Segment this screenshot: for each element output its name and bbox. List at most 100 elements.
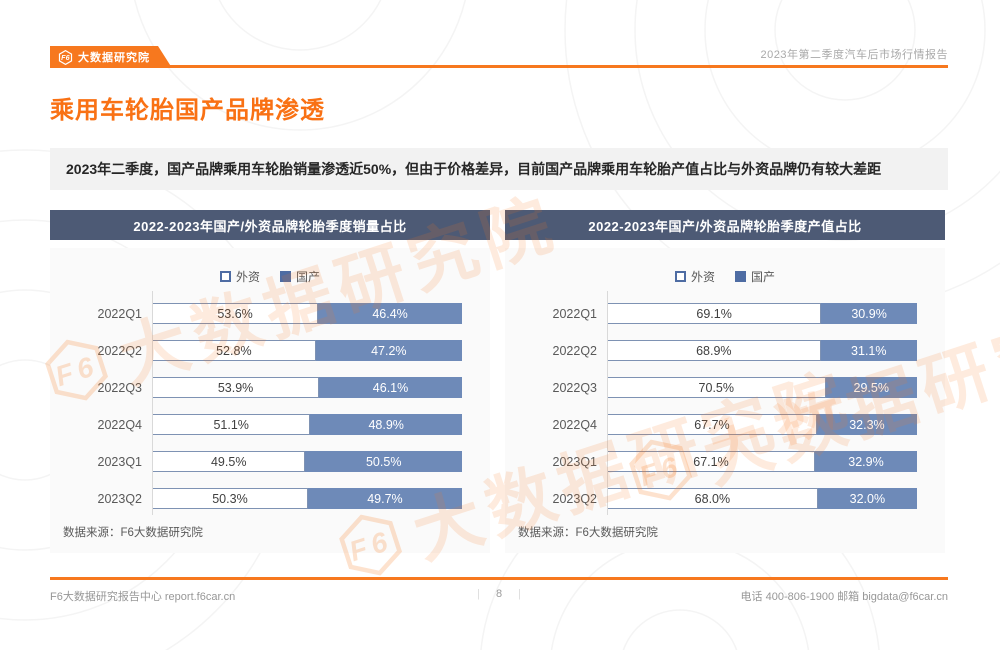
stacked-bar: 70.5% 29.5% — [607, 377, 917, 398]
bar-segment-国产: 32.3% — [816, 414, 917, 435]
legend-item: 外资 — [219, 268, 260, 285]
bar-segment-国产: 46.1% — [319, 377, 462, 398]
summary-callout: 2023年二季度，国产品牌乘用车轮胎销量渗透近50%，但由于价格差异，目前国产品… — [50, 148, 948, 191]
category-label: 2022Q4 — [552, 417, 597, 432]
bar-segment-外资: 50.3% — [152, 488, 308, 509]
category-label: 2023Q1 — [552, 454, 597, 469]
legend-label: 国产 — [296, 270, 321, 284]
chart-row: 2022Q4 67.7% 32.3% — [505, 406, 945, 443]
bar-segment-外资: 69.1% — [607, 303, 822, 324]
stacked-bar: 52.8% 47.2% — [152, 340, 462, 361]
footer-separator: | — [518, 588, 521, 600]
bar-segment-国产: 29.5% — [825, 377, 917, 398]
sales-share-chart-panel: 2022-2023年国产/外资品牌轮胎季度销量占比 外资 国产 2022Q1 53.… — [50, 210, 490, 553]
value-share-chart-panel: 2022-2023年国产/外资品牌轮胎季度产值占比 外资 国产 2022Q1 69.… — [505, 210, 945, 553]
stacked-bar: 67.7% 32.3% — [607, 414, 917, 435]
legend-item: 国产 — [280, 268, 320, 285]
brand-badge-label: 大数据研究院 — [78, 52, 150, 64]
legend-label: 外资 — [690, 270, 715, 284]
stacked-bar: 68.0% 32.0% — [607, 488, 917, 509]
stacked-bar: 67.1% 32.9% — [607, 451, 917, 472]
chart-row: 2022Q4 51.1% 48.9% — [50, 406, 490, 443]
chart-rows: 2022Q1 53.6% 46.4% 2022Q2 52.8% 47.2% 2022Q3 53… — [50, 291, 490, 517]
category-label: 2023Q1 — [97, 454, 142, 469]
category-label: 2023Q2 — [552, 491, 597, 506]
category-label: 2022Q1 — [97, 306, 142, 321]
chart-title: 2022-2023年国产/外资品牌轮胎季度产值占比 — [505, 210, 945, 240]
footer-report-center: F6大数据研究报告中心 report.f6car.cn — [50, 591, 236, 603]
stacked-bar: 68.9% 31.1% — [607, 340, 917, 361]
bar-segment-外资: 49.5% — [152, 451, 306, 472]
page-number: 8 — [495, 588, 503, 600]
chart-legend: 外资 国产 — [50, 268, 490, 285]
legend-marker-icon — [280, 271, 291, 282]
chart-row: 2022Q1 53.6% 46.4% — [50, 295, 490, 332]
bar-segment-国产: 50.5% — [305, 451, 462, 472]
bar-segment-外资: 53.6% — [152, 303, 319, 324]
category-label: 2022Q3 — [97, 380, 142, 395]
stacked-bar: 53.6% 46.4% — [152, 303, 462, 324]
chart-rows: 2022Q1 69.1% 30.9% 2022Q2 68.9% 31.1% 2022Q3 70… — [505, 291, 945, 517]
stacked-bar: 51.1% 48.9% — [152, 414, 462, 435]
category-label: 2022Q2 — [552, 343, 597, 358]
bar-segment-国产: 49.7% — [307, 488, 462, 509]
brand-badge: F6 大数据研究院 — [50, 46, 172, 68]
bar-segment-外资: 70.5% — [607, 377, 826, 398]
bar-segment-国产: 31.1% — [820, 340, 917, 361]
chart-row: 2023Q1 67.1% 32.9% — [505, 443, 945, 480]
bar-segment-国产: 47.2% — [315, 340, 462, 361]
chart-row: 2022Q3 53.9% 46.1% — [50, 369, 490, 406]
bar-segment-外资: 51.1% — [152, 414, 311, 435]
bar-segment-国产: 30.9% — [821, 303, 917, 324]
category-label: 2022Q1 — [552, 306, 597, 321]
legend-label: 外资 — [235, 270, 260, 284]
bar-segment-外资: 52.8% — [152, 340, 316, 361]
chart-row: 2023Q2 50.3% 49.7% — [50, 480, 490, 517]
stacked-bar: 50.3% 49.7% — [152, 488, 462, 509]
category-label: 2022Q2 — [97, 343, 142, 358]
chart-row: 2022Q2 68.9% 31.1% — [505, 332, 945, 369]
chart-title: 2022-2023年国产/外资品牌轮胎季度销量占比 — [50, 210, 490, 240]
chart-body: 外资 国产 2022Q1 53.6% 46.4% 2022Q2 52.8% 47.2% 202… — [50, 248, 490, 553]
bar-segment-国产: 32.0% — [817, 488, 917, 509]
category-label: 2022Q3 — [552, 380, 597, 395]
chart-row: 2022Q3 70.5% 29.5% — [505, 369, 945, 406]
legend-item: 国产 — [735, 268, 775, 285]
chart-row: 2023Q1 49.5% 50.5% — [50, 443, 490, 480]
report-title: 2023年第二季度汽车后市场行情报告 — [760, 49, 948, 61]
bar-segment-国产: 32.9% — [815, 451, 917, 472]
footer-separator: | — [477, 588, 480, 600]
legend-marker-icon — [219, 271, 231, 282]
bar-segment-国产: 46.4% — [318, 303, 462, 324]
footer: F6大数据研究报告中心 report.f6car.cn | 8 | 电话 400… — [50, 588, 948, 604]
bar-segment-外资: 67.7% — [607, 414, 817, 435]
header-accent-line — [50, 65, 948, 68]
stacked-bar: 53.9% 46.1% — [152, 377, 462, 398]
category-label: 2023Q2 — [97, 491, 142, 506]
chart-row: 2023Q2 68.0% 32.0% — [505, 480, 945, 517]
stacked-bar: 49.5% 50.5% — [152, 451, 462, 472]
legend-marker-icon — [674, 271, 686, 282]
legend-marker-icon — [735, 271, 746, 282]
stacked-bar: 69.1% 30.9% — [607, 303, 917, 324]
legend-label: 国产 — [751, 270, 776, 284]
bar-segment-外资: 68.9% — [607, 340, 821, 361]
chart-legend: 外资 国产 — [505, 268, 945, 285]
bar-segment-国产: 48.9% — [310, 414, 462, 435]
bar-segment-外资: 67.1% — [607, 451, 815, 472]
bar-segment-外资: 53.9% — [152, 377, 320, 398]
bar-segment-外资: 68.0% — [607, 488, 818, 509]
footer-page-indicator: | 8 | — [477, 588, 521, 600]
category-label: 2022Q4 — [97, 417, 142, 432]
footer-accent-line — [50, 577, 948, 580]
f6-hexagon-logo-icon: F6 — [58, 50, 73, 65]
footer-contact: 电话 400-806-1900 邮箱 bigdata@f6car.cn — [740, 591, 948, 603]
data-source-note: 数据来源：F6大数据研究院 — [63, 527, 203, 539]
chart-body: 外资 国产 2022Q1 69.1% 30.9% 2022Q2 68.9% 31.1% 202… — [505, 248, 945, 553]
chart-row: 2022Q1 69.1% 30.9% — [505, 295, 945, 332]
page-title: 乘用车轮胎国产品牌渗透 — [50, 97, 325, 124]
svg-text:F6: F6 — [61, 53, 71, 62]
legend-item: 外资 — [674, 268, 715, 285]
chart-row: 2022Q2 52.8% 47.2% — [50, 332, 490, 369]
data-source-note: 数据来源：F6大数据研究院 — [518, 527, 658, 539]
